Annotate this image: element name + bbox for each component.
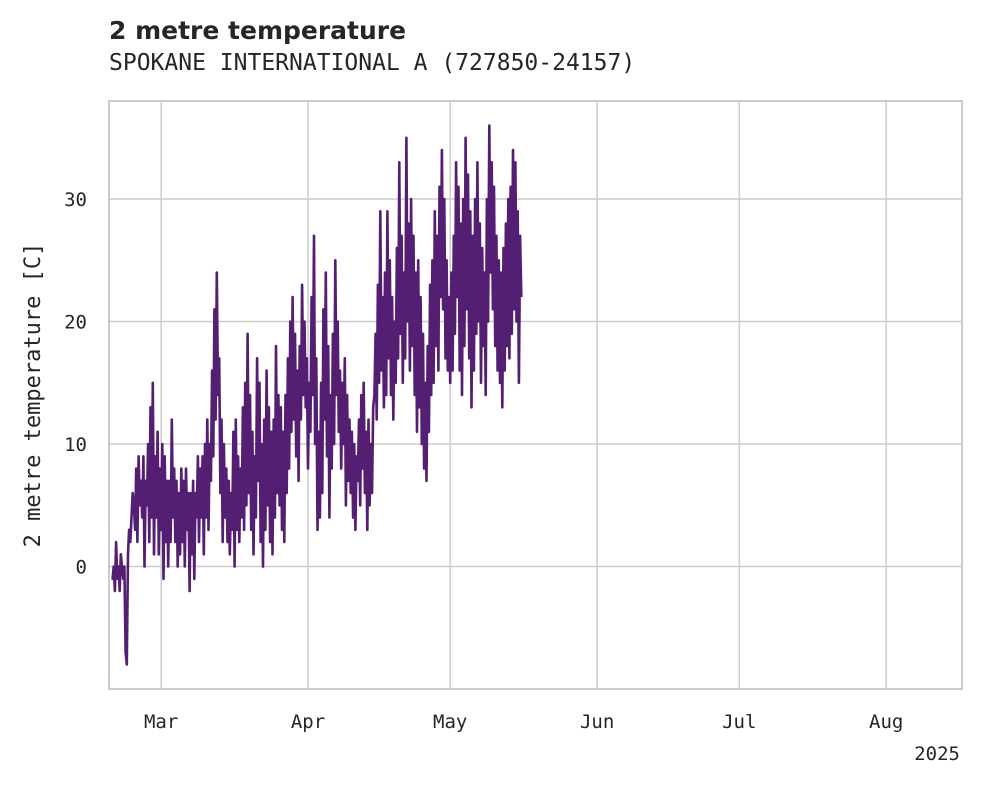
chart-title: 2 metre temperature (109, 16, 407, 45)
x-tick-label: Mar (144, 711, 178, 733)
x-tick-label: Jun (580, 711, 614, 733)
y-tick-label: 10 (64, 434, 87, 456)
tick-labels: 0 10 20 30 Mar Apr May Jun Jul Aug (64, 189, 903, 733)
plot-frame (108, 100, 963, 690)
x-tick-label: Aug (869, 711, 903, 733)
y-tick-label: 0 (76, 557, 87, 579)
chart-subtitle: SPOKANE INTERNATIONAL A (727850-24157) (109, 50, 636, 76)
grid-lines (109, 101, 962, 689)
x-tick-label: Apr (291, 711, 325, 733)
x-tick-label: Jul (722, 711, 756, 733)
x-tick-label: May (433, 711, 467, 733)
series-line (111, 124, 523, 666)
y-tick-label: 30 (64, 189, 87, 211)
y-tick-label: 20 (64, 312, 87, 334)
y-axis-label: 2 metre temperature [C] (21, 243, 46, 548)
year-label: 2025 (914, 743, 960, 765)
